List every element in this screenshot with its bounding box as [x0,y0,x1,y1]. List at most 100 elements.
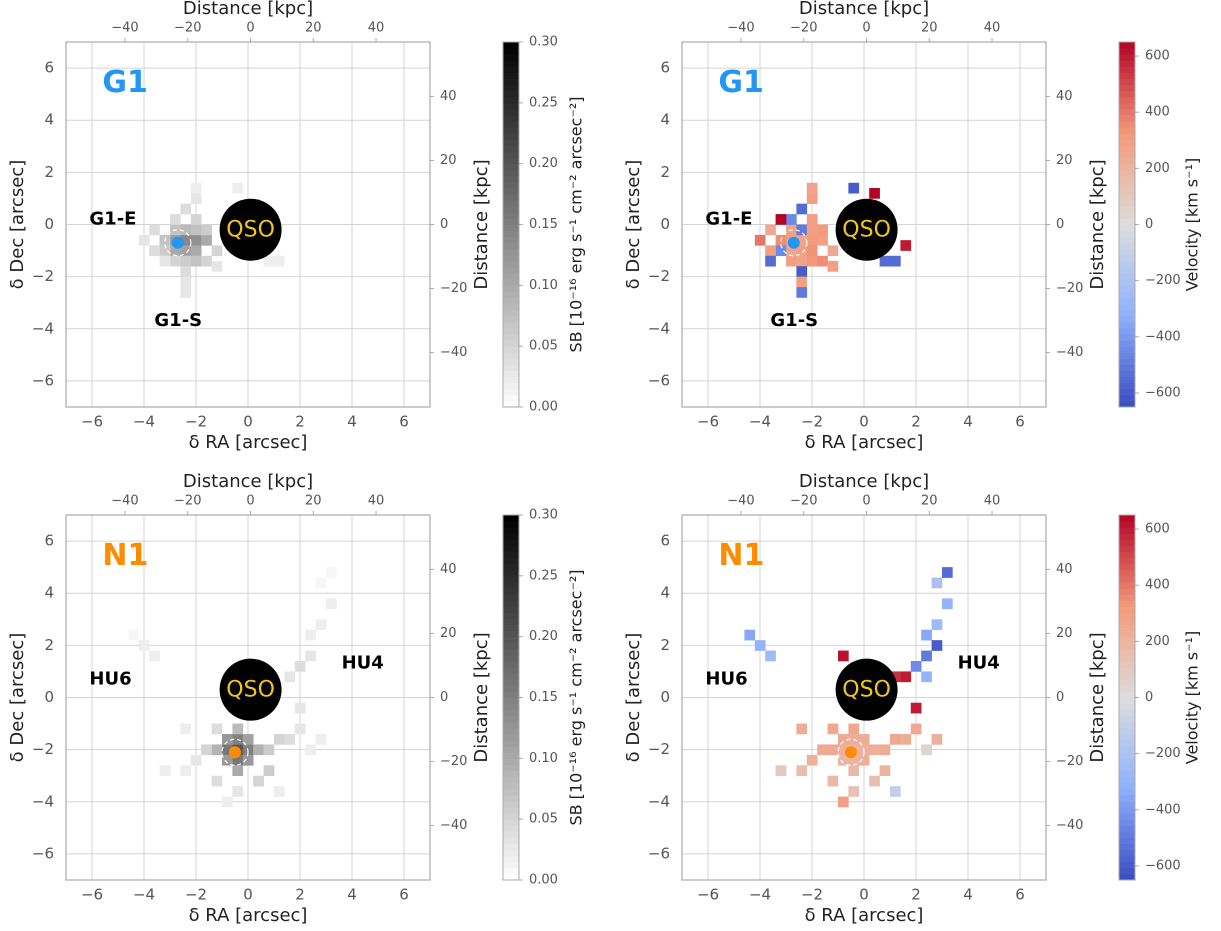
pixel [806,234,818,246]
pixel [180,765,192,777]
colorbar-swatch [503,661,519,668]
colorbar-swatch [503,800,519,808]
pixel [284,671,296,683]
x2-tick-label: −40 [111,494,138,509]
qso-label: QSO [226,218,275,243]
pixel [796,255,808,267]
colorbar-swatch [503,175,519,183]
colorbar-swatch [503,303,519,311]
colorbar-swatch [1119,66,1135,73]
pixel [796,276,808,288]
colorbar-swatch [1119,261,1135,268]
pixel [222,734,233,745]
colorbar-swatch [503,400,519,408]
colorbar-swatch [503,163,519,171]
colorbar-swatch [1119,825,1135,832]
colorbar-swatch [1119,636,1135,644]
pixel [170,214,181,225]
colorbar-swatch [1119,819,1135,826]
pixel [806,193,818,204]
pixel [315,619,327,631]
x2-axis-label: Distance [kpc] [183,471,313,492]
colorbar-swatch [1119,321,1135,329]
y2-tick-label: 20 [1056,626,1073,641]
colorbar-swatch [503,297,519,305]
annotation: N1 [718,538,764,573]
colorbar-swatch [1119,194,1135,201]
colorbar-swatch [1119,151,1135,159]
colorbar-swatch [503,794,519,802]
colorbar-swatch [503,642,519,650]
y2-tick-label: −20 [1056,754,1083,769]
colorbar-swatch [503,721,519,729]
y2-tick-label: −40 [440,345,467,360]
colorbar-swatch [1119,654,1135,662]
colorbar-swatch [503,703,519,711]
y2-tick-label: 20 [440,153,457,168]
colorbar-swatch [1119,352,1135,359]
annotation: G1-S [154,310,202,331]
pixel [232,723,244,735]
colorbar-swatch [503,594,519,601]
colorbar-tick-label: 400 [1145,578,1170,593]
colorbar-swatch [503,782,519,790]
colorbar-swatch [503,600,519,607]
colorbar-swatch [503,267,519,274]
y-tick-label: 6 [44,59,54,77]
colorbar-swatch [503,127,519,134]
y2-tick-label: −20 [440,281,467,296]
pixel [159,255,171,267]
colorbar-swatch [503,825,519,832]
pixel [211,775,223,787]
colorbar-swatch [503,66,519,73]
annotation: G1-S [770,310,818,331]
colorbar-swatch [1119,84,1135,92]
pixel [274,255,285,267]
pixel [190,182,202,194]
colorbar-swatch [503,102,519,110]
colorbar-swatch [503,521,519,528]
colorbar-swatch [1119,42,1135,49]
y-tick-label: 2 [44,163,54,181]
x-tick-label: 2 [911,413,921,431]
pixel [838,744,849,756]
pixel [190,214,202,225]
pixel [180,224,192,236]
pixel [869,188,880,199]
colorbar-swatch [1119,181,1135,189]
colorbar-swatch [1119,236,1135,244]
colorbar-swatch [503,224,519,232]
pixel [796,723,808,735]
x-tick-label: 4 [963,413,973,431]
pixel [149,224,160,236]
colorbar-label: SB [10⁻¹⁶ erg s⁻¹ cm⁻² arcsec⁻²] [567,96,586,352]
pixel [159,245,171,257]
pixel [201,255,212,267]
y2-tick-label: −40 [440,818,467,833]
colorbar-swatch [503,624,519,632]
pixel [149,650,160,662]
pixel [190,234,202,246]
x-tick-label: 0 [243,886,253,904]
colorbar-swatch [503,115,519,122]
colorbar-swatch [503,861,519,869]
colorbar-swatch [503,242,519,250]
colorbar-swatch [503,575,519,583]
colorbar-swatch [1119,169,1135,177]
annotation: HU4 [958,653,1000,674]
colorbar-swatch [503,551,519,559]
colorbar-swatch [1119,734,1135,741]
pixel [827,775,839,787]
colorbar-label: SB [10⁻¹⁶ erg s⁻¹ cm⁻² arcsec⁻²] [567,569,586,825]
colorbar-swatch [1119,133,1135,140]
colorbar-swatch [1119,788,1135,796]
annotation: G1 [102,65,147,100]
pixel [232,765,244,777]
colorbar-swatch [503,618,519,625]
colorbar-swatch [1119,279,1135,286]
y2-axis-label: Distance [kpc] [1087,159,1108,289]
colorbar-swatch [1119,115,1135,122]
colorbar-swatch [503,181,519,189]
colorbar-swatch [503,709,519,717]
